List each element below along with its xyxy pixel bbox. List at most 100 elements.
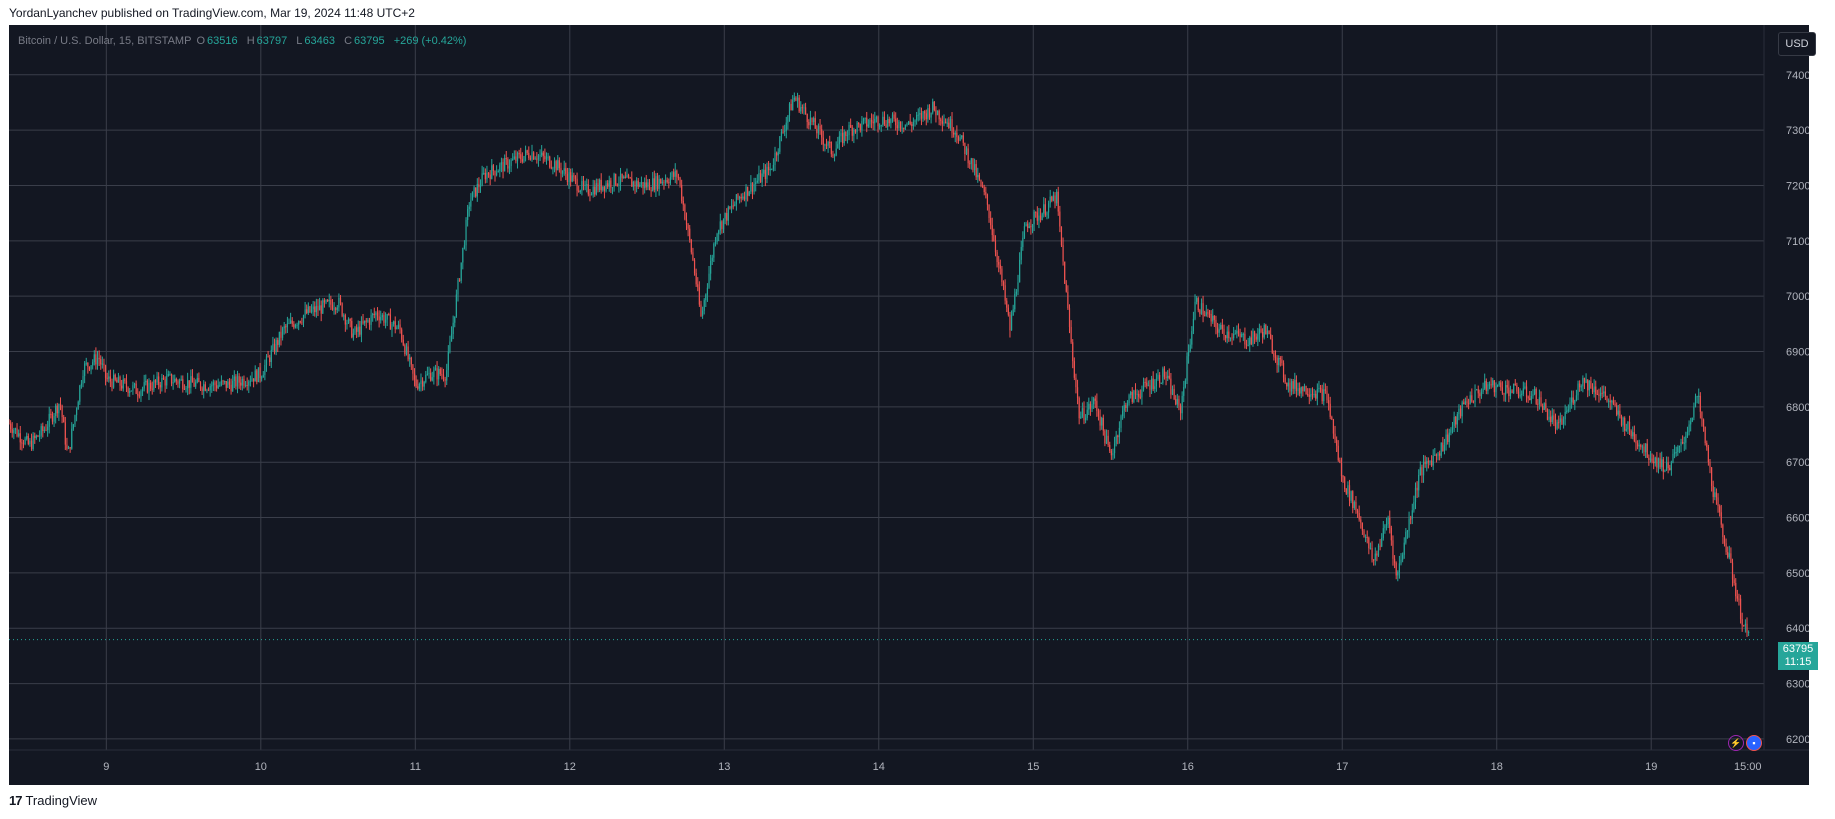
candle-body [352, 333, 354, 338]
candle-body [533, 152, 535, 160]
candle-body [664, 180, 667, 183]
candle-body [848, 125, 850, 136]
candle-body [1464, 401, 1466, 405]
candle-body [735, 194, 737, 205]
candle-body [1608, 400, 1610, 402]
candle-body [499, 164, 501, 171]
candle-body [690, 239, 692, 253]
candle-body [732, 205, 734, 207]
candle-body [1427, 461, 1429, 463]
candle-body [1094, 398, 1096, 401]
candle-body [187, 380, 189, 389]
candle-body [637, 180, 639, 187]
candle-body [758, 173, 760, 181]
candle-body [389, 314, 391, 330]
candle-body [1638, 444, 1640, 447]
chart-frame[interactable]: 62000 63000 64000 65000 66000 67000 68000 69000… [9, 25, 1809, 785]
candle-body [1276, 357, 1278, 366]
candle-body [1257, 334, 1259, 340]
candle-body [640, 182, 643, 185]
candle-body [294, 324, 297, 328]
candle-body [996, 252, 998, 263]
candle-body [1516, 385, 1518, 392]
candle-body [986, 194, 989, 205]
candle-body [933, 101, 935, 111]
candle-body [370, 315, 372, 325]
candle-body [401, 329, 403, 340]
candle-body [1168, 375, 1170, 379]
candle-body [597, 183, 599, 190]
candle-body [1484, 380, 1486, 389]
candle-body [927, 108, 929, 120]
candle-body [887, 119, 889, 128]
lightning-icon[interactable]: ⚡ [1728, 735, 1744, 751]
candle-body [895, 118, 897, 126]
candle-body [1654, 457, 1656, 464]
candle-body [1038, 215, 1040, 221]
y-tick-label: 71000 [1786, 236, 1809, 248]
price-chart[interactable]: 62000 63000 64000 65000 66000 67000 68000 69000… [9, 25, 1809, 785]
candle-body [143, 382, 145, 389]
candle-body [1569, 402, 1571, 410]
candle-body [1669, 468, 1671, 471]
x-tick-label: 11 [410, 761, 421, 773]
candle-body [980, 179, 982, 186]
candle-body [16, 428, 18, 437]
candle-body [69, 447, 71, 449]
candle-body [82, 375, 84, 384]
candle-body [1514, 383, 1516, 386]
candle-body [338, 297, 340, 308]
candle-body [336, 307, 338, 310]
candle-body [1369, 547, 1372, 549]
us-flag-icon[interactable]: ▪ [1746, 735, 1762, 751]
candle-body [558, 160, 560, 169]
candle-body [1617, 410, 1619, 415]
candle-body [776, 152, 778, 156]
candle-body [1395, 562, 1397, 576]
candle-body [1371, 547, 1373, 560]
candle-body [679, 177, 681, 185]
candle-body [1271, 338, 1273, 354]
candle-body [526, 150, 528, 153]
candle-body [397, 324, 400, 328]
candle-body [899, 121, 902, 129]
candle-body [1253, 331, 1256, 337]
candle-body [544, 155, 546, 160]
candle-body [1463, 402, 1465, 405]
candle-body [1562, 419, 1565, 425]
candle-body [988, 204, 990, 219]
candle-body [272, 343, 274, 350]
candle-body [1493, 380, 1495, 393]
candle-body [1582, 377, 1584, 387]
candle-body [1656, 457, 1658, 468]
candle-body [439, 369, 441, 375]
candle-body [917, 114, 919, 116]
candle-body [405, 346, 408, 355]
candle-body [906, 124, 908, 126]
candle-body [610, 180, 612, 188]
candle-body [1229, 337, 1232, 339]
candle-body [753, 183, 755, 192]
candle-body [375, 312, 377, 315]
candle-body [38, 435, 41, 437]
candle-body [1377, 545, 1380, 556]
candle-body [1730, 553, 1732, 563]
candle-body [730, 205, 733, 209]
candle-body [1062, 245, 1064, 262]
candle-body [563, 168, 565, 171]
candle-body [341, 303, 343, 316]
candle-body [1368, 537, 1370, 549]
candle-body [874, 118, 876, 124]
candle-body [742, 196, 744, 199]
candle-body [1641, 446, 1644, 448]
candle-body [219, 384, 221, 386]
candle-body [412, 364, 414, 374]
candle-body [883, 116, 886, 125]
candle-body [1104, 430, 1106, 444]
currency-button[interactable]: USD [1778, 32, 1816, 56]
candle-body [547, 156, 549, 158]
candle-body [1709, 462, 1711, 468]
candle-body [801, 107, 803, 109]
candle-body [916, 115, 918, 121]
candle-body [573, 175, 575, 177]
